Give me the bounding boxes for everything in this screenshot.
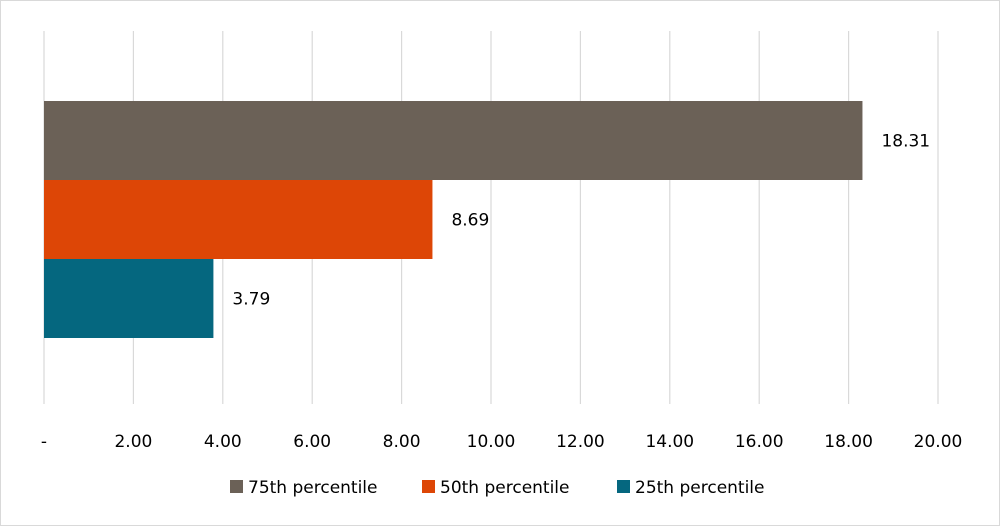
legend: 75th percentile 50th percentile 25th perce…: [230, 478, 765, 498]
data-label: 3.79: [232, 290, 270, 310]
x-axis-ticks: - 2.00 4.00 6.00 8.00 10.00 12.00 14.00 16.00 18.…: [41, 432, 962, 452]
legend-swatch: [422, 480, 435, 493]
x-tick-label: 20.00: [914, 432, 963, 452]
x-tick-label: 16.00: [735, 432, 784, 452]
bar-25th-percentile: [44, 259, 214, 338]
bar-75th-percentile: [44, 101, 863, 180]
x-tick-label: 2.00: [114, 432, 152, 452]
x-tick-label: 8.00: [383, 432, 421, 452]
bar-50th-percentile: [44, 180, 433, 259]
x-tick-label: 10.00: [467, 432, 516, 452]
legend-label: 25th percentile: [635, 478, 765, 498]
legend-swatch: [617, 480, 630, 493]
bars: [44, 101, 863, 338]
data-labels: 18.31 8.69 3.79: [232, 132, 930, 310]
x-tick-label: 18.00: [824, 432, 873, 452]
data-label: 18.31: [881, 132, 930, 152]
legend-label: 50th percentile: [440, 478, 570, 498]
legend-label: 75th percentile: [248, 478, 378, 498]
x-tick-label: 6.00: [293, 432, 331, 452]
x-tick-label: 12.00: [556, 432, 605, 452]
legend-swatch: [230, 480, 243, 493]
data-label: 8.69: [451, 211, 489, 231]
x-tick-label: 14.00: [645, 432, 694, 452]
x-tick-label: -: [41, 432, 47, 452]
x-tick-label: 4.00: [204, 432, 242, 452]
